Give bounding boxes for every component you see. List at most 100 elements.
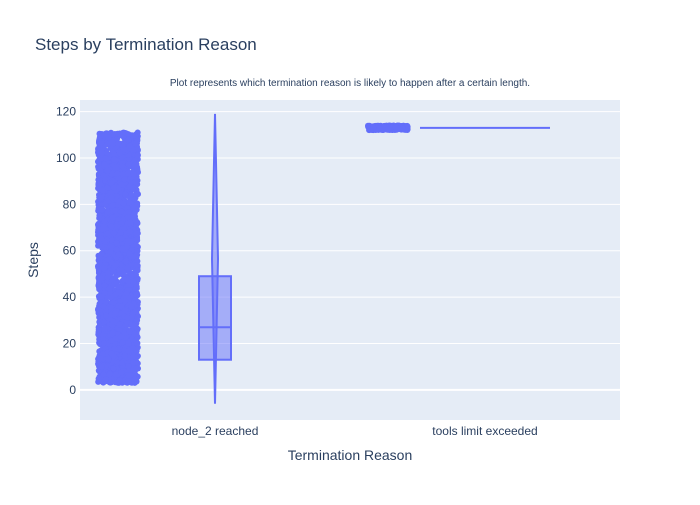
data-point (112, 379, 119, 386)
data-point (132, 140, 139, 147)
data-point (95, 307, 102, 313)
chart-subtitle: Plot represents which termination reason… (170, 78, 530, 89)
plot-background (80, 100, 620, 420)
data-point (98, 235, 105, 242)
data-point (109, 170, 115, 177)
data-point (105, 134, 112, 141)
data-point (118, 132, 125, 139)
data-point (104, 208, 111, 215)
data-point (98, 250, 105, 257)
data-point (113, 239, 120, 246)
data-point (128, 303, 135, 310)
data-point (95, 329, 102, 336)
gridlines (80, 111, 620, 391)
data-point (130, 359, 137, 366)
data-point (124, 214, 131, 220)
data-point (118, 359, 125, 366)
data-point (112, 310, 119, 317)
y-tick-label: 100 (56, 151, 76, 165)
data-point (101, 218, 108, 225)
series-2 (365, 122, 550, 134)
data-point (376, 125, 383, 132)
data-point (127, 219, 134, 226)
data-point (113, 246, 120, 253)
data-point (117, 229, 124, 236)
data-point (385, 126, 392, 133)
data-point (112, 371, 119, 378)
data-point (100, 303, 107, 310)
data-point (105, 356, 112, 363)
data-point (132, 179, 139, 186)
data-point (124, 243, 130, 250)
data-point (125, 377, 132, 384)
data-point (126, 143, 133, 150)
data-point (108, 194, 115, 201)
data-point (134, 152, 141, 159)
data-point (121, 352, 128, 359)
data-point (125, 136, 132, 143)
data-point (110, 184, 117, 191)
data-point (111, 345, 118, 352)
data-point (116, 198, 123, 205)
data-point (130, 171, 137, 178)
data-point (133, 242, 140, 249)
data-point (109, 329, 116, 336)
points-strip (95, 129, 141, 386)
data-point (118, 303, 125, 310)
data-point (100, 371, 107, 378)
data-point (98, 140, 105, 147)
data-point (126, 250, 133, 257)
data-point (108, 337, 115, 344)
x-axis-title: Termination Reason (288, 447, 413, 463)
chart-title: Steps by Termination Reason (35, 35, 257, 54)
y-tick-label: 120 (56, 105, 76, 119)
data-point (121, 176, 128, 183)
data-point (115, 140, 122, 147)
data-point (125, 340, 132, 347)
y-axis-title: Steps (25, 242, 41, 278)
data-point (118, 369, 125, 376)
data-point (133, 271, 139, 278)
data-point (122, 307, 129, 314)
data-point (122, 298, 128, 305)
data-point (110, 299, 117, 306)
data-point (133, 230, 140, 237)
data-point (103, 312, 110, 319)
data-point (133, 252, 140, 259)
data-point (134, 261, 141, 268)
data-point (103, 149, 110, 156)
data-point (101, 161, 108, 168)
data-point (104, 167, 111, 174)
data-point (107, 248, 114, 255)
data-point (125, 348, 132, 354)
data-point (133, 291, 140, 298)
data-point (125, 209, 132, 216)
data-point (116, 321, 123, 328)
data-point (130, 211, 137, 218)
data-point (104, 230, 111, 237)
data-point (102, 176, 108, 183)
data-point (131, 204, 138, 211)
data-point (124, 170, 131, 177)
data-point (121, 347, 128, 354)
data-point (108, 304, 115, 311)
y-tick-label: 80 (63, 197, 77, 211)
data-point (118, 181, 125, 188)
data-point (97, 355, 104, 362)
data-point (119, 163, 126, 170)
data-point (135, 191, 141, 198)
data-point (101, 318, 108, 325)
y-tick-label: 40 (63, 290, 77, 304)
data-point (101, 325, 108, 332)
x-tick-label: node_2 reached (172, 424, 259, 438)
data-point (125, 372, 132, 379)
data-point (106, 371, 113, 378)
data-point (133, 236, 140, 243)
data-point (104, 274, 111, 281)
data-point (129, 132, 136, 139)
data-point (124, 282, 131, 289)
data-point (134, 219, 141, 226)
data-point (101, 265, 108, 272)
